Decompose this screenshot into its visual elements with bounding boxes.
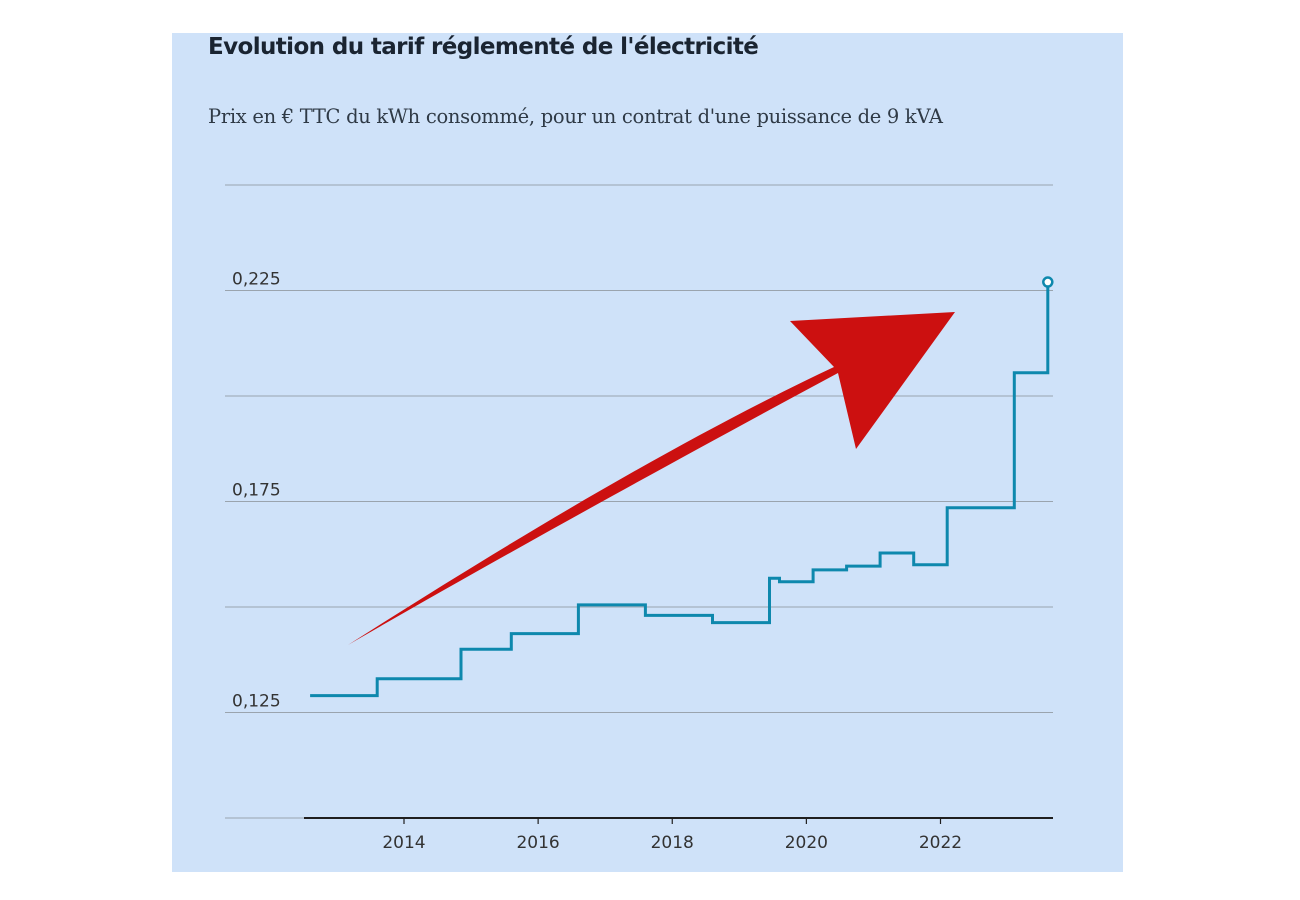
series-layer	[310, 276, 1054, 698]
x-tick-label: 2018	[651, 833, 694, 853]
chart-card: Evolution du tarif réglementé de l'élect…	[172, 33, 1123, 872]
red-arrow-annotation	[348, 312, 955, 645]
x-tick-label: 2022	[919, 833, 962, 853]
end-point-marker	[1042, 276, 1054, 288]
grid-lines	[225, 184, 1053, 713]
chart-subtitle: Prix en € TTC du kWh consommé, pour un c…	[208, 105, 943, 128]
annotation-layer	[348, 312, 955, 645]
x-tick-label: 2014	[382, 833, 425, 853]
series-line	[310, 282, 1050, 698]
x-tick-label: 2020	[785, 833, 828, 853]
x-tick-label: 2016	[516, 833, 559, 853]
y-tick-labels: 0,125 0,175 0,225	[232, 270, 281, 712]
y-tick-label: 0,125	[232, 692, 281, 712]
chart-title: Evolution du tarif réglementé de l'élect…	[208, 34, 759, 60]
y-tick-label: 0,225	[232, 270, 281, 290]
chart-plot: 0,125 0,175 0,225 2014 2016 2018 2020 2022	[225, 184, 1054, 853]
y-tick-label: 0,175	[232, 481, 281, 501]
x-axis: 2014 2016 2018 2020 2022	[225, 817, 1053, 853]
